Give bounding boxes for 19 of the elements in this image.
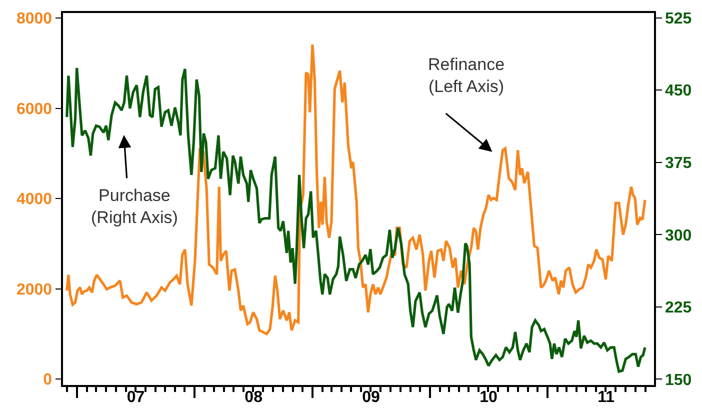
line-series — [66, 43, 646, 336]
x-tick-label: 08 — [244, 389, 263, 406]
y2-tick-label: 450 — [664, 82, 692, 100]
x-tick-label: 07 — [126, 389, 145, 406]
y-tick-label: 8000 — [16, 10, 52, 28]
x-tick-label: 09 — [362, 389, 380, 406]
x-tick-label: 11 — [598, 389, 615, 406]
y-tick-label: 4000 — [16, 191, 52, 208]
y2-tick-label: 150 — [664, 372, 692, 389]
y2-tick-label: 375 — [664, 154, 692, 172]
y2-tick-label: 225 — [664, 300, 692, 317]
annotation: Refinance (Left Axis) — [428, 55, 505, 96]
annotation: Purchase (Right Axis) — [91, 186, 178, 228]
y-tick-label: 0 — [43, 372, 52, 389]
y-tick-label: 2000 — [16, 281, 52, 298]
y2-tick-label: 300 — [664, 227, 692, 244]
x-tick-label: 10 — [480, 389, 498, 406]
y-tick-label: 6000 — [16, 100, 52, 118]
y2-tick-label: 525 — [664, 10, 692, 28]
